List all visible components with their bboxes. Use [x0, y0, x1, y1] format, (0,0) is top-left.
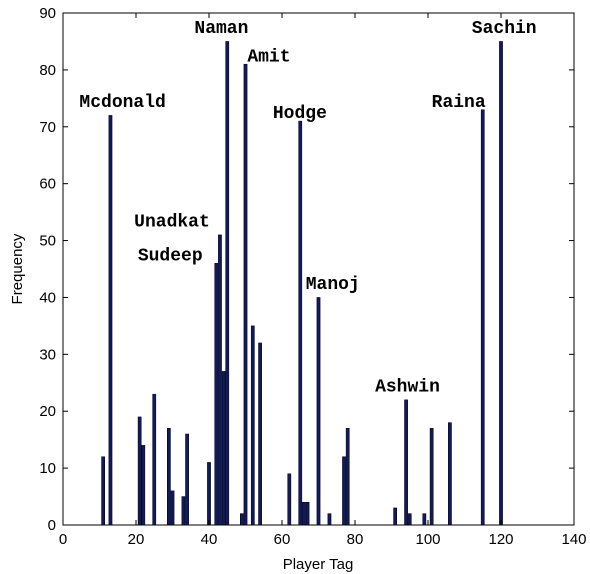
bar — [305, 501, 310, 526]
annotation-label: Ashwin — [375, 377, 440, 397]
y-tick-label: 40 — [39, 289, 56, 306]
bar — [108, 115, 113, 526]
y-tick-label: 20 — [39, 403, 56, 420]
y-tick-label: 90 — [39, 5, 56, 22]
bar — [170, 490, 175, 526]
bar — [448, 422, 452, 526]
bar — [214, 263, 219, 526]
x-tick-label: 20 — [128, 531, 145, 548]
annotation-label: Mcdonald — [79, 93, 165, 113]
bar — [101, 456, 106, 526]
bar — [342, 456, 346, 526]
bar — [499, 41, 503, 526]
y-tick-label: 60 — [39, 176, 56, 193]
annotation-label: Manoj — [306, 275, 360, 295]
y-tick-label: 30 — [39, 346, 56, 363]
y-tick-label: 70 — [39, 119, 56, 136]
y-tick-label: 0 — [48, 517, 56, 534]
x-tick-label: 120 — [488, 531, 513, 548]
bar — [480, 109, 485, 526]
y-tick-label: 80 — [39, 62, 56, 79]
bar — [345, 428, 350, 526]
bar — [221, 371, 226, 526]
x-axis-ticks: 0 20 40 60 80 100 120 140 — [59, 13, 587, 548]
bar — [298, 120, 303, 526]
bar — [137, 416, 142, 526]
bar — [250, 325, 255, 526]
annotation-label: Sudeep — [138, 246, 203, 266]
bar — [167, 428, 171, 526]
bar — [225, 41, 230, 526]
bar — [302, 501, 306, 526]
bar — [327, 513, 332, 526]
bar — [218, 234, 222, 526]
bar — [258, 342, 262, 526]
bar — [181, 496, 186, 526]
bar — [141, 445, 146, 526]
annotation-label: Hodge — [273, 104, 327, 124]
bars-group — [101, 41, 503, 526]
annotation-label: Naman — [194, 19, 248, 39]
x-tick-label: 80 — [347, 531, 364, 548]
bar — [243, 63, 248, 526]
x-tick-label: 0 — [59, 531, 67, 548]
bar — [404, 399, 408, 526]
x-tick-label: 40 — [201, 531, 218, 548]
x-tick-label: 140 — [561, 531, 586, 548]
x-axis-label: Player Tag — [283, 556, 354, 573]
annotations-group: Mcdonald Unadkat Sudeep Naman Amit Hodge Manoj… — [79, 19, 536, 397]
bar — [287, 473, 292, 526]
x-tick-label: 60 — [274, 531, 291, 548]
bar — [185, 433, 189, 526]
x-tick-label: 100 — [415, 531, 440, 548]
y-tick-label: 50 — [39, 233, 56, 250]
bar — [207, 462, 211, 526]
y-axis-ticks: 0 10 20 30 40 50 60 70 80 90 — [39, 5, 574, 534]
bar — [316, 297, 321, 526]
bar — [393, 507, 397, 526]
annotation-label: Raina — [432, 93, 486, 113]
bar — [429, 428, 434, 526]
y-tick-label: 10 — [39, 460, 56, 477]
bar — [240, 513, 244, 526]
bar — [422, 513, 427, 526]
bar — [407, 513, 412, 526]
bar — [152, 393, 157, 526]
annotation-label: Unadkat — [134, 212, 210, 232]
annotation-label: Amit — [247, 47, 290, 67]
y-axis-label: Frequency — [9, 233, 26, 304]
annotation-label: Sachin — [472, 19, 537, 39]
